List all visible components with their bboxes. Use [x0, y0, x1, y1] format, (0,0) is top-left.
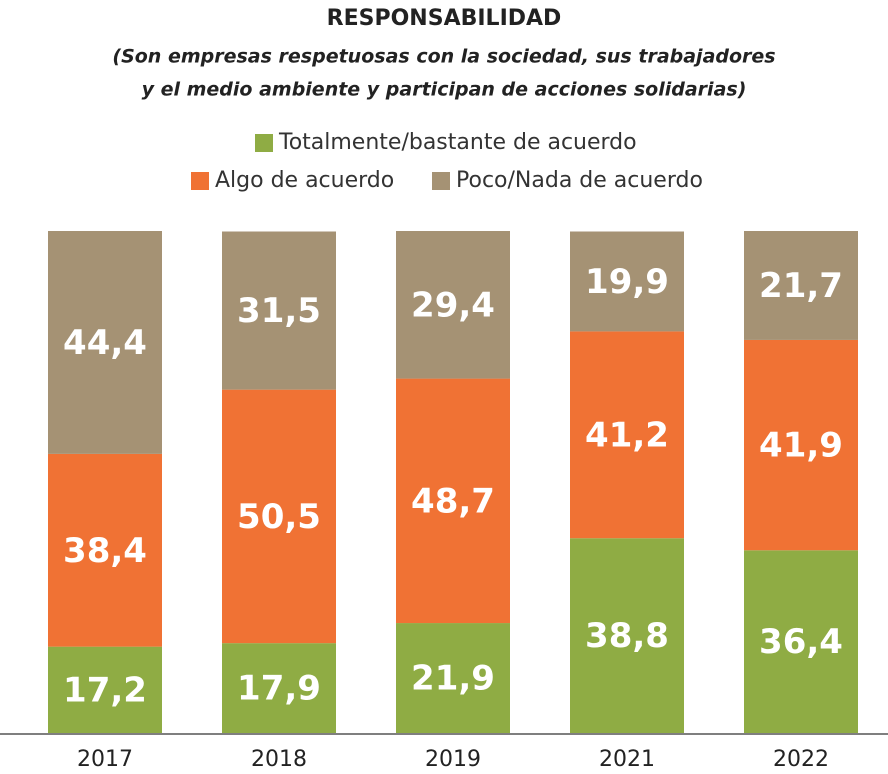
bar-segment	[744, 231, 858, 340]
bar-segment	[570, 231, 684, 332]
value-label: 41,9	[759, 426, 843, 466]
bar-segment	[570, 331, 684, 539]
bar-segment	[744, 339, 858, 551]
x-tick-label: 2017	[77, 747, 133, 772]
value-label: 17,9	[237, 669, 321, 709]
legend-label: Algo de acuerdo	[215, 168, 394, 193]
x-tick-label: 2019	[425, 747, 481, 772]
value-label: 38,4	[63, 531, 147, 571]
bar-segment	[222, 231, 336, 390]
value-label: 48,7	[411, 481, 495, 521]
x-tick-label: 2018	[251, 747, 307, 772]
x-tick-label: 2021	[599, 747, 655, 772]
bar-segment	[48, 646, 162, 733]
legend-swatch	[191, 172, 209, 190]
bar-segment	[48, 231, 162, 454]
bar-segment	[222, 389, 336, 644]
bar-segment	[570, 538, 684, 733]
bar-segment	[222, 643, 336, 733]
bar-segment	[48, 453, 162, 647]
bar-segment	[396, 623, 510, 733]
chart-title: RESPONSABILIDAD	[327, 6, 562, 31]
bar-segment	[744, 550, 858, 733]
legend-swatch	[432, 172, 450, 190]
value-label: 36,4	[759, 622, 843, 662]
x-tick-label: 2022	[773, 747, 829, 772]
value-label: 17,2	[63, 670, 147, 710]
value-label: 21,7	[759, 266, 843, 306]
chart-subtitle: y el medio ambiente y participan de acci…	[142, 79, 747, 101]
value-label: 44,4	[63, 323, 147, 363]
legend-label: Poco/Nada de acuerdo	[456, 168, 703, 193]
value-label: 31,5	[237, 291, 321, 331]
bar-segment	[396, 378, 510, 624]
value-label: 29,4	[411, 285, 495, 325]
chart-subtitle: (Son empresas respetuosas con la socieda…	[112, 46, 775, 68]
value-label: 19,9	[585, 262, 669, 302]
bar-segment	[396, 231, 510, 379]
value-label: 50,5	[237, 497, 321, 537]
value-label: 41,2	[585, 415, 669, 455]
value-label: 21,9	[411, 659, 495, 699]
value-label: 38,8	[585, 616, 669, 656]
legend-swatch	[255, 134, 273, 152]
legend-label: Totalmente/bastante de acuerdo	[278, 130, 637, 155]
